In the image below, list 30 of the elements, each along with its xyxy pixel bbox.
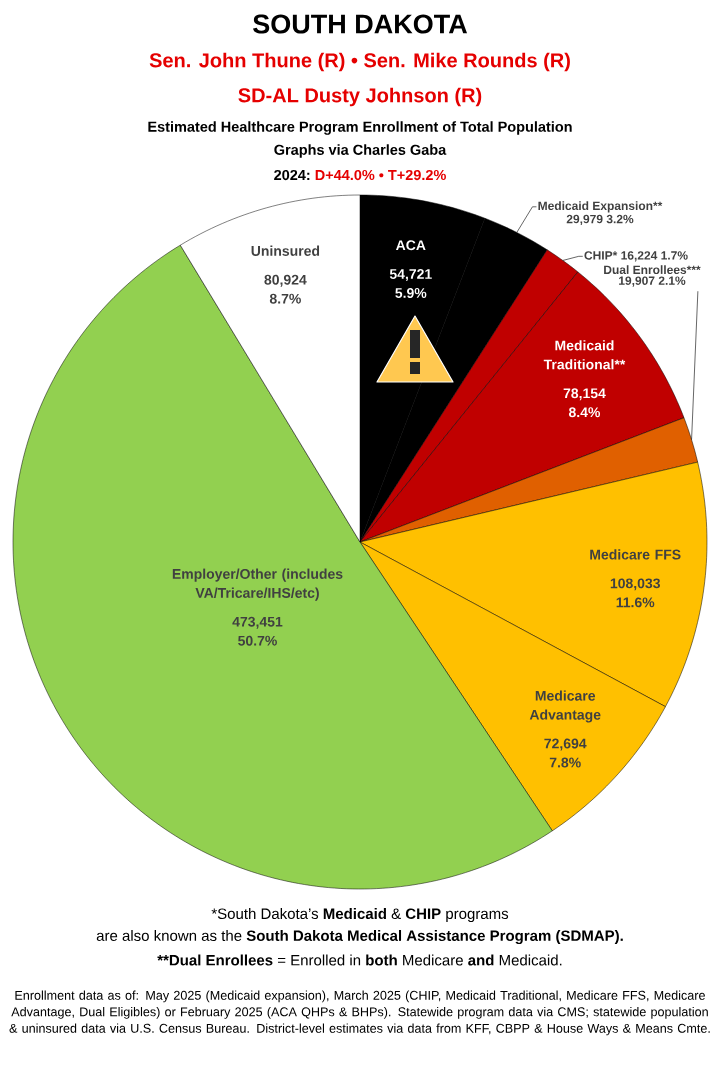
slice-label: Medicaid Expansion** bbox=[538, 201, 663, 213]
data-label: 108,033 11.6% bbox=[610, 578, 661, 608]
slice-label: Uninsured bbox=[251, 245, 320, 256]
chart-subtitle: Estimated Healthcare Program Enrollment of Total Population bbox=[148, 121, 572, 135]
text: Enrollment data as of: May 2025 (Medicaid expansion), March 2025 (CHIP, Medicaid Traditional, Medicare FFS, Medicare Advantage, Dual Eligibles) or February 2025 (ACA QHPs & BHPs). Statewide program data via CMS; statewide population & uninsured data via U.S. Census Bureau. District-level estimates via data from KFF, CBPP & House Ways & Means Cmte. bbox=[9, 990, 710, 1036]
text: *South Dakota’s Medicaid & CHIP programs bbox=[211, 908, 509, 922]
text: = Enrolled in both Medicare and Medicaid. bbox=[278, 954, 562, 966]
data-label: 80,924 8.7% bbox=[264, 274, 307, 304]
text: are also known as the South Dakota Medical Assistance Program (SDMAP). bbox=[96, 929, 623, 945]
data-label: 16,224 1.7% bbox=[621, 251, 688, 262]
text: **Dual Enrollees bbox=[157, 954, 273, 966]
data-label: 78,154 8.4% bbox=[563, 388, 606, 418]
text: D+44.0% • T+29.2% bbox=[315, 169, 446, 181]
data-label: 19,907 2.1% bbox=[619, 276, 686, 287]
data-label: 29,979 3.2% bbox=[566, 214, 634, 226]
text: Sen. John Thune (R) • Sen. Mike Rounds (R) bbox=[149, 52, 570, 72]
text: 2024: bbox=[274, 169, 310, 181]
slice-label: CHIP* bbox=[584, 251, 618, 260]
data-label: 54,721 5.9% bbox=[389, 269, 432, 298]
slice-label: Dual Enrollees*** bbox=[604, 265, 701, 275]
slice-label: ACA bbox=[395, 240, 426, 251]
data-label: 473,451 50.7% bbox=[232, 616, 283, 646]
chart-title: SOUTH DAKOTA bbox=[253, 14, 468, 34]
slice-label: Medicare FFS bbox=[590, 549, 681, 560]
text: Graphs via Charles Gaba bbox=[274, 144, 447, 158]
data-label: 72,694 7.8% bbox=[544, 738, 587, 768]
slice-label: Employer/Other (includes VA/Tricare/IHS/etc) bbox=[172, 568, 343, 601]
slice-label: Medicare Advantage bbox=[529, 690, 601, 723]
slice-label: Medicaid Traditional** bbox=[543, 340, 626, 370]
text: SD-AL Dusty Johnson (R) bbox=[238, 87, 482, 107]
